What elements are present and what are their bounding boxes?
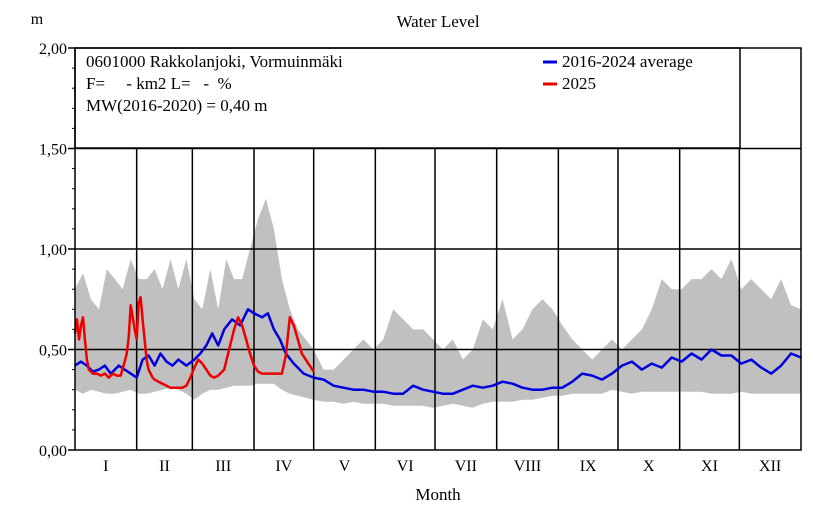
series-line-2025 xyxy=(73,295,315,389)
x-tick-label: VII xyxy=(455,458,477,475)
x-tick-label: III xyxy=(215,458,231,475)
y-tick-label: 2,00 xyxy=(39,41,67,58)
legend-label-2025: 2025 xyxy=(562,74,596,93)
chart-title: Water Level xyxy=(396,12,479,31)
y-tick-label: 1,50 xyxy=(39,142,67,159)
x-tick-label: II xyxy=(159,458,170,475)
min-max-band xyxy=(75,198,801,408)
info-line-area: F= - km2 L= - % xyxy=(86,74,232,93)
info-line-station: 0601000 Rakkolanjoki, Vormuinmäki xyxy=(86,52,343,71)
x-tick-label: X xyxy=(643,458,655,475)
x-tick-label: I xyxy=(103,458,108,475)
y-tick-label: 0,00 xyxy=(39,443,67,460)
info-line-mean-water: MW(2016-2020) = 0,40 m xyxy=(86,96,267,115)
x-tick-label: V xyxy=(339,458,351,475)
plot-area: 2016-2024 average 2025 0601000 Rakkolanj… xyxy=(73,47,802,451)
x-tick-label: VI xyxy=(397,458,414,475)
x-axis-label: Month xyxy=(415,485,461,504)
y-unit-label: m xyxy=(31,11,44,28)
x-tick-label: IX xyxy=(580,458,597,475)
series-line-average xyxy=(74,308,802,395)
y-tick-label: 1,00 xyxy=(39,242,67,259)
x-tick-label: XII xyxy=(759,458,781,475)
x-tick-label: IV xyxy=(275,458,292,475)
info-box-background xyxy=(75,48,740,148)
y-tick-label: 0,50 xyxy=(39,343,67,360)
legend-label-average: 2016-2024 average xyxy=(562,52,693,71)
axes: 0,000,501,001,502,00I II III IV V VI VII VIII IX… xyxy=(39,41,781,475)
x-tick-label: VIII xyxy=(514,458,542,475)
x-tick-label: XI xyxy=(701,458,718,475)
